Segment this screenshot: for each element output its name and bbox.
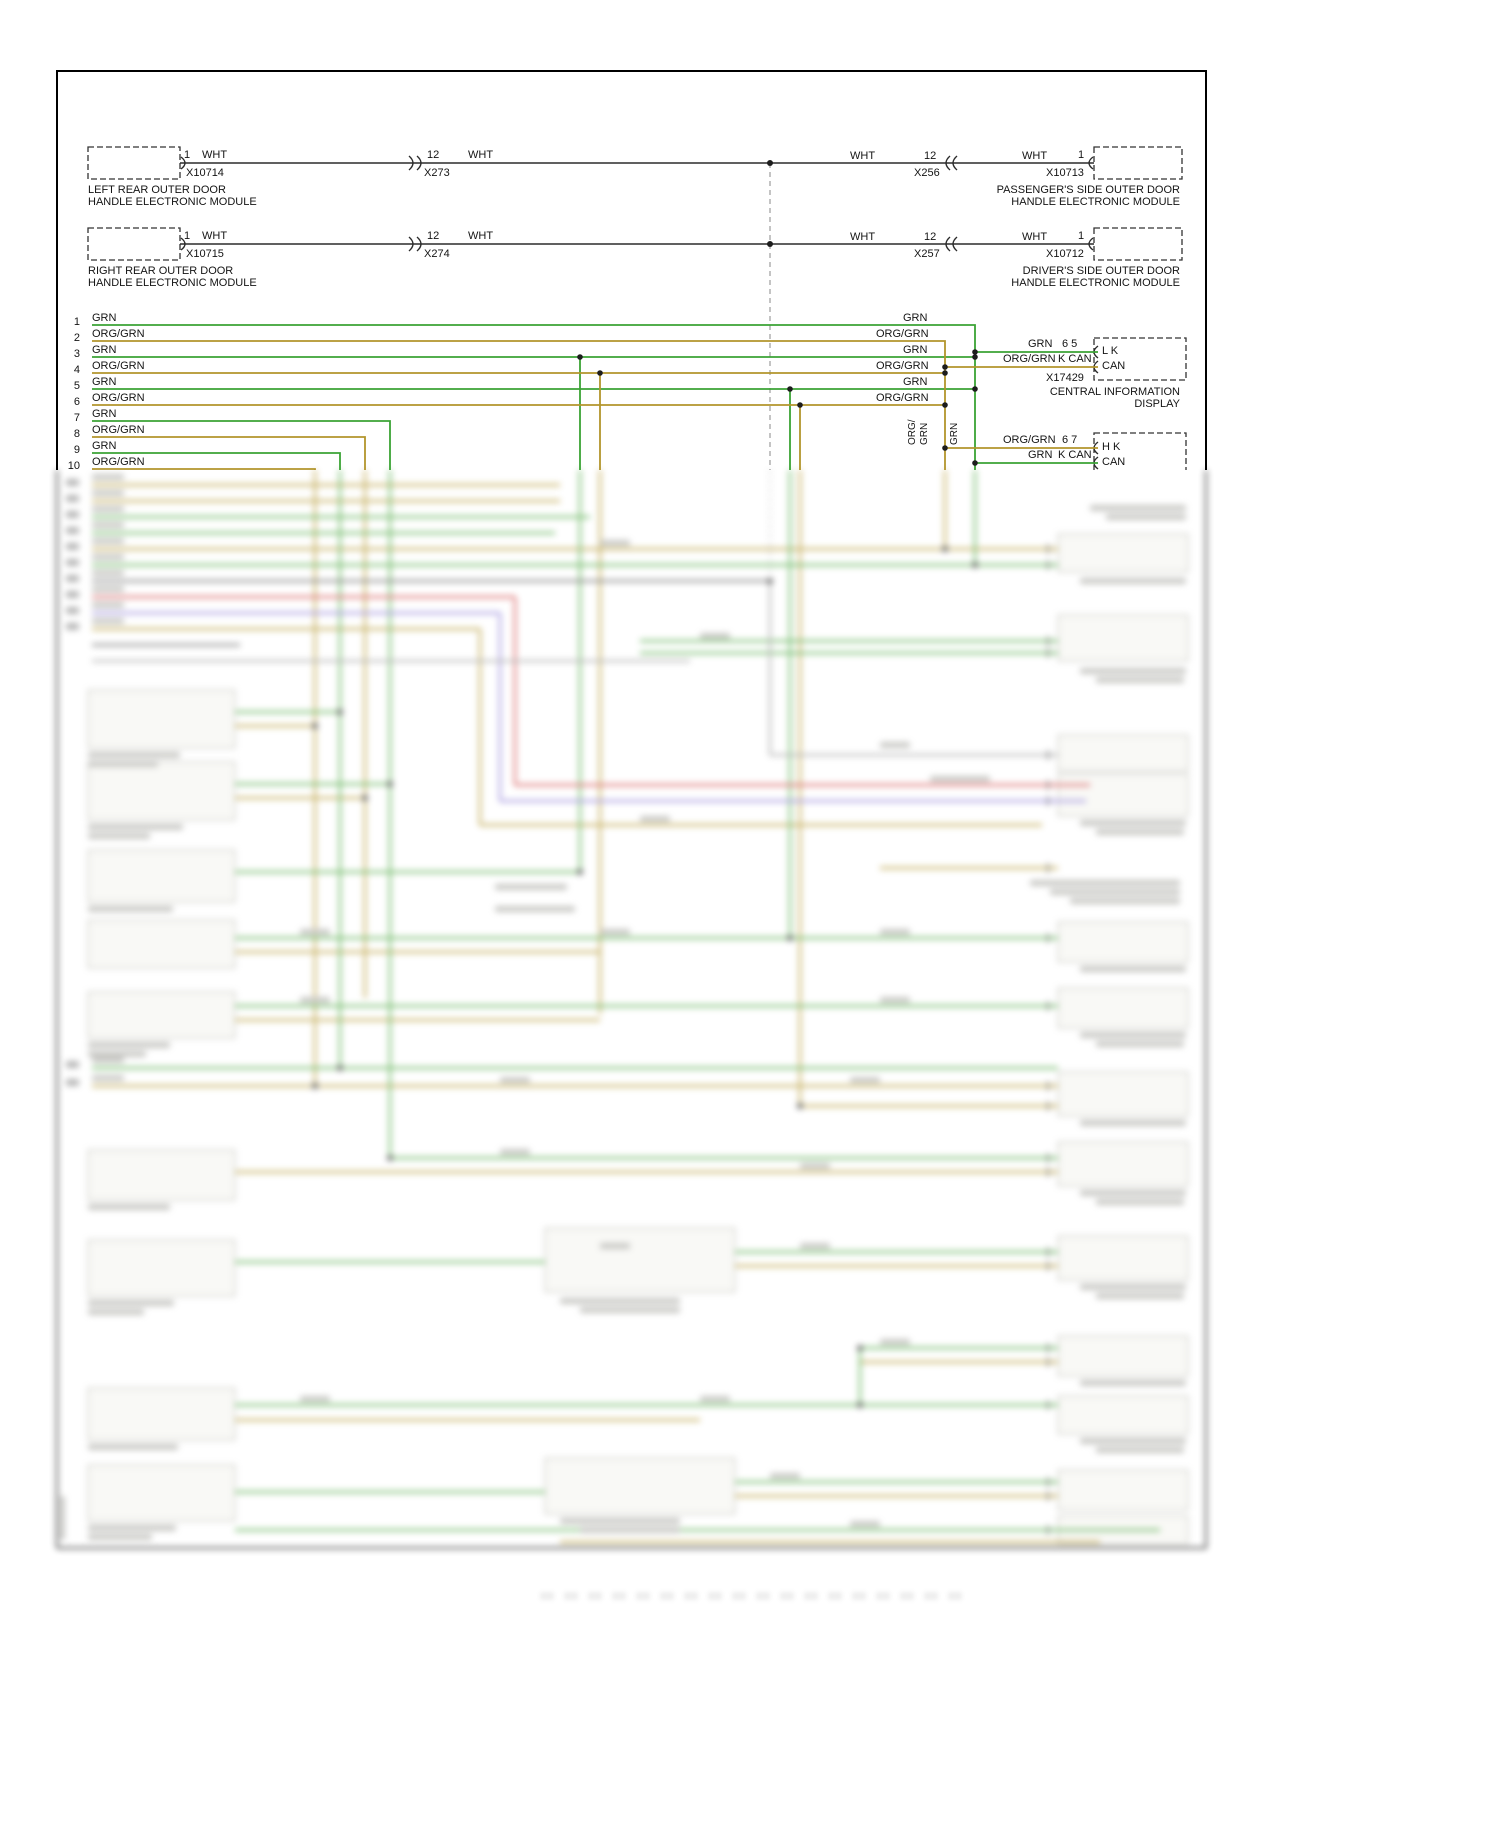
connector-label-x273: X273 xyxy=(424,167,450,179)
bus-row-number: 9 xyxy=(73,444,80,456)
blurred-gray-wires xyxy=(92,581,1058,757)
blurred-row-numbers xyxy=(66,479,79,1086)
connector-label-x10715: X10715 xyxy=(186,248,224,260)
wire-label: ORG/GRN xyxy=(1003,434,1056,446)
blurred-red-wire xyxy=(92,595,1090,787)
wire-label: GRN xyxy=(92,376,117,388)
pin-number-x256: 12 xyxy=(924,150,937,162)
bus-row-number: 10 xyxy=(67,460,80,472)
wire-label: ORG/GRN xyxy=(1003,353,1056,365)
pin-number-x274: 12 xyxy=(427,230,440,242)
pin-numbers: 6 7 xyxy=(1062,434,1078,446)
module-name-left-rear-2: HANDLE ELECTRONIC MODULE xyxy=(88,196,257,208)
wire-label: ORG/GRN xyxy=(92,392,145,404)
bus-row-number: 5 xyxy=(73,380,80,392)
bus-row-number: 8 xyxy=(73,428,80,440)
connector-label-x10714: X10714 xyxy=(186,167,224,179)
bus-row-number: 7 xyxy=(73,412,80,424)
connector-label-x256: X256 xyxy=(914,167,940,179)
wire-label-wht: WHT xyxy=(1022,150,1048,162)
module-name-right-rear-1: RIGHT REAR OUTER DOOR xyxy=(88,265,234,277)
bus-row-number: 3 xyxy=(73,348,80,360)
wire-label: GRN xyxy=(92,408,117,420)
wire-label: GRN xyxy=(1028,449,1053,461)
pin-label: L K xyxy=(1102,345,1119,357)
bottom-faint-marks xyxy=(540,1592,970,1600)
wire-label: GRN xyxy=(903,344,928,356)
pin-label: H K xyxy=(1102,441,1121,453)
module-name-left-rear-1: LEFT REAR OUTER DOOR xyxy=(88,184,226,196)
bus-row-number: 4 xyxy=(73,364,80,376)
connector-label-x17429: X17429 xyxy=(1046,372,1084,384)
bus-row-number: 6 xyxy=(73,396,80,408)
wire-label: GRN xyxy=(903,312,928,324)
wire-label: ORG/GRN xyxy=(92,360,145,372)
wire-label: ORG/GRN xyxy=(876,392,929,404)
wire-label-wht: WHT xyxy=(850,231,876,243)
module-name-passenger-1: PASSENGER'S SIDE OUTER DOOR xyxy=(996,184,1180,196)
module-name-cid-1: CENTRAL INFORMATION xyxy=(1049,386,1180,398)
pin-number-x10715: 1 xyxy=(184,230,191,242)
wire-label-wht: WHT xyxy=(202,230,228,242)
pin-numbers: 6 5 xyxy=(1062,338,1078,350)
wht-wires xyxy=(180,162,1094,245)
blurred-dark-wires xyxy=(92,579,770,647)
vertical-wire-label: ORG/ xyxy=(907,419,918,445)
blurred-org-grn-wires xyxy=(92,470,1100,1544)
org-grn-wires xyxy=(92,340,1098,470)
wire-label: GRN xyxy=(92,312,117,324)
module-name-cid-2: DISPLAY xyxy=(1134,398,1180,410)
pin-number-x10714: 1 xyxy=(184,149,191,161)
wire-label: GRN xyxy=(92,440,117,452)
blurred-diagram-section xyxy=(0,470,1500,1580)
bus-row-number: 1 xyxy=(73,316,80,328)
wire-label: ORG/GRN xyxy=(92,424,145,436)
page-border xyxy=(56,70,1207,470)
junction-dots xyxy=(577,160,978,466)
wire-label: ORG/GRN xyxy=(92,456,145,468)
sharp-wiring-svg xyxy=(56,70,1207,470)
circuit-label: K CAN xyxy=(1058,353,1092,365)
vertical-wire-label: GRN xyxy=(949,422,960,445)
wire-label-wht: WHT xyxy=(202,149,228,161)
pin-number-x10713: 1 xyxy=(1078,149,1085,161)
blurred-junction-dots xyxy=(312,546,978,1408)
pin-number-x257: 12 xyxy=(924,231,937,243)
pin-label: CAN xyxy=(1102,360,1126,372)
wire-label: GRN xyxy=(903,376,928,388)
connector-label-x10713: X10713 xyxy=(1046,167,1084,179)
page-border-lower xyxy=(56,470,1207,1549)
wire-label: ORG/GRN xyxy=(92,328,145,340)
grn-wires xyxy=(92,324,1098,470)
wire-label-wht: WHT xyxy=(850,150,876,162)
module-name-passenger-2: HANDLE ELECTRONIC MODULE xyxy=(1011,196,1180,208)
blurred-component-boxes xyxy=(87,533,1189,1545)
vertical-wire-label: GRN xyxy=(919,422,930,445)
connector-label-x10712: X10712 xyxy=(1046,248,1084,260)
wire-label: ORG/GRN xyxy=(876,360,929,372)
connector-label-x274: X274 xyxy=(424,248,450,260)
pin-number-x10712: 1 xyxy=(1078,230,1085,242)
wire-label-wht: WHT xyxy=(468,230,494,242)
wire-label-wht: WHT xyxy=(468,149,494,161)
pin-label: CAN xyxy=(1102,456,1126,468)
blurred-purple-wire xyxy=(92,611,1086,803)
circuit-label: K CAN xyxy=(1058,449,1092,461)
blurred-lower-diagram-svg xyxy=(56,470,1207,1549)
wire-label: GRN xyxy=(92,344,117,356)
connector-label-x257: X257 xyxy=(914,248,940,260)
module-name-right-rear-2: HANDLE ELECTRONIC MODULE xyxy=(88,277,257,289)
module-name-driver-2: HANDLE ELECTRONIC MODULE xyxy=(1011,277,1180,289)
wire-label: ORG/GRN xyxy=(876,328,929,340)
module-name-driver-1: DRIVER'S SIDE OUTER DOOR xyxy=(1022,265,1180,277)
blurred-text-blobs xyxy=(60,474,1186,1540)
wire-label-wht: WHT xyxy=(1022,231,1048,243)
blurred-grn-wires xyxy=(92,470,1160,1532)
bus-row-number: 2 xyxy=(73,332,80,344)
wire-label: GRN xyxy=(1028,338,1053,350)
pin-number-x273: 12 xyxy=(427,149,440,161)
